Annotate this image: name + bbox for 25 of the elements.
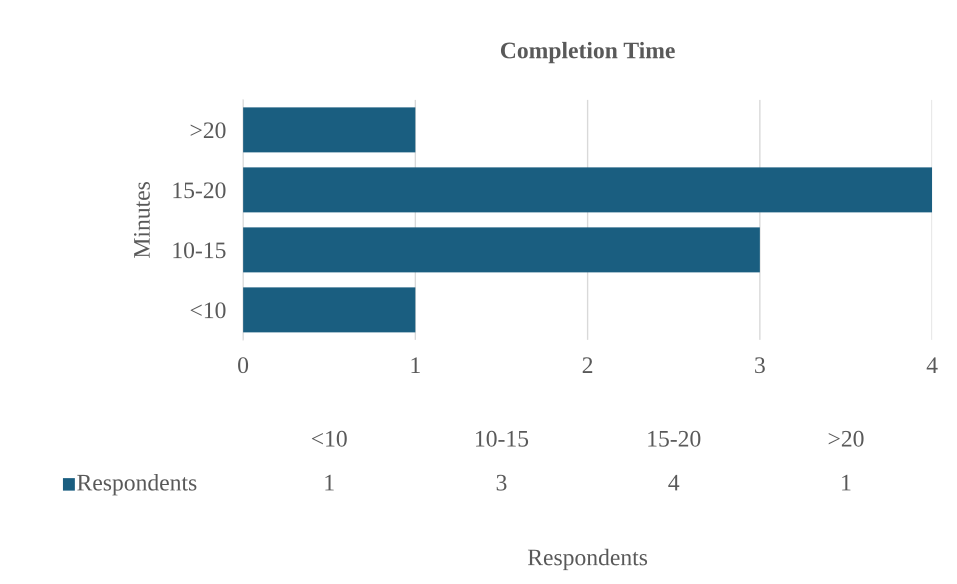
- data-label: 3: [496, 474, 506, 491]
- bar: [243, 167, 932, 212]
- x-tick-label: 2: [582, 357, 592, 373]
- y-tick-label: 15-20: [173, 182, 226, 198]
- data-label: 4: [668, 474, 680, 490]
- data-label: 1: [325, 474, 334, 490]
- data-label: 1: [842, 474, 850, 490]
- y-tick-label: <10: [190, 302, 226, 318]
- y-axis-title: Minutes: [134, 182, 150, 258]
- text: Respondents: [528, 548, 648, 570]
- category-label: <10: [312, 430, 347, 447]
- y-tick-label: 10-15: [173, 242, 226, 258]
- x-tick-label: 0: [238, 357, 248, 374]
- category-label: 10-15: [476, 430, 528, 447]
- x-tick-label: 1: [412, 357, 420, 373]
- chart-title: Completion Time: [500, 42, 675, 64]
- x-tick-label: 4: [926, 357, 938, 373]
- category-label: 15-20: [648, 430, 700, 447]
- bar: [243, 107, 416, 152]
- legend-label: Respondents: [77, 474, 196, 496]
- category-label: >20: [828, 430, 864, 447]
- x-tick-label: 3: [755, 357, 765, 374]
- bar: [243, 287, 416, 332]
- y-tick-label: >20: [190, 122, 226, 138]
- bar: [243, 227, 760, 272]
